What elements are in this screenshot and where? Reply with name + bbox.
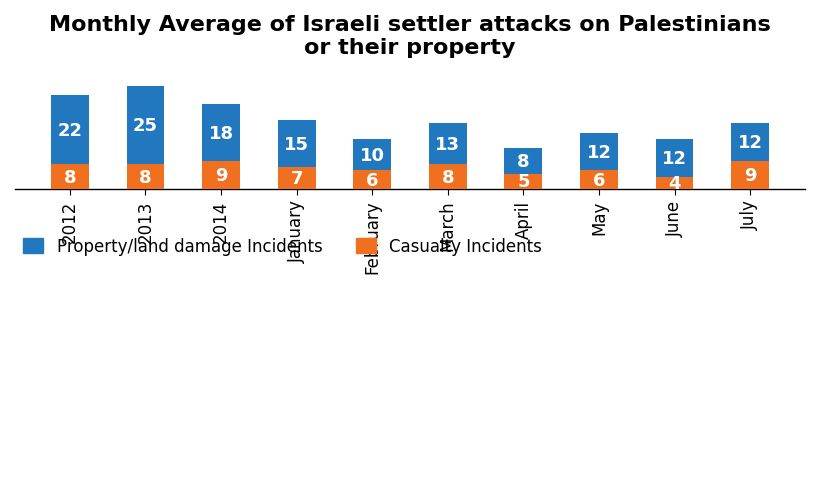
Text: 12: 12 (586, 143, 611, 161)
Bar (504, 174, 541, 190)
Text: 5: 5 (517, 173, 529, 191)
Bar (655, 177, 693, 190)
Text: 12: 12 (737, 134, 762, 152)
Bar (201, 105, 240, 162)
Bar (126, 165, 164, 190)
Bar (278, 121, 315, 168)
Bar (126, 86, 164, 165)
Text: 25: 25 (133, 117, 158, 135)
Text: 9: 9 (215, 167, 227, 184)
Bar (353, 171, 391, 190)
Bar (504, 149, 541, 174)
Text: 22: 22 (57, 122, 82, 139)
Text: 8: 8 (517, 153, 529, 171)
Bar (51, 165, 88, 190)
Bar (201, 162, 240, 190)
Text: 12: 12 (661, 149, 686, 167)
Bar (579, 133, 618, 171)
Text: 7: 7 (290, 170, 302, 188)
Bar (51, 96, 88, 165)
Text: 4: 4 (667, 175, 680, 193)
Bar (353, 140, 391, 171)
Text: 13: 13 (435, 135, 459, 153)
Title: Monthly Average of Israeli settler attacks on Palestinians
or their property: Monthly Average of Israeli settler attac… (49, 15, 770, 58)
Text: 8: 8 (441, 168, 454, 186)
Bar (655, 140, 693, 177)
Text: 6: 6 (365, 171, 378, 189)
Text: 10: 10 (360, 146, 384, 164)
Bar (278, 168, 315, 190)
Text: 8: 8 (63, 168, 76, 186)
Bar (428, 124, 466, 165)
Text: 15: 15 (283, 135, 309, 153)
Text: 8: 8 (139, 168, 152, 186)
Text: 6: 6 (592, 171, 604, 189)
Bar (731, 162, 768, 190)
Bar (731, 124, 768, 162)
Text: 9: 9 (743, 167, 755, 184)
Text: 18: 18 (208, 124, 233, 142)
Bar (428, 165, 466, 190)
Legend: Property/land damage Incidents, Casualty Incidents: Property/land damage Incidents, Casualty… (23, 237, 541, 255)
Bar (579, 171, 618, 190)
